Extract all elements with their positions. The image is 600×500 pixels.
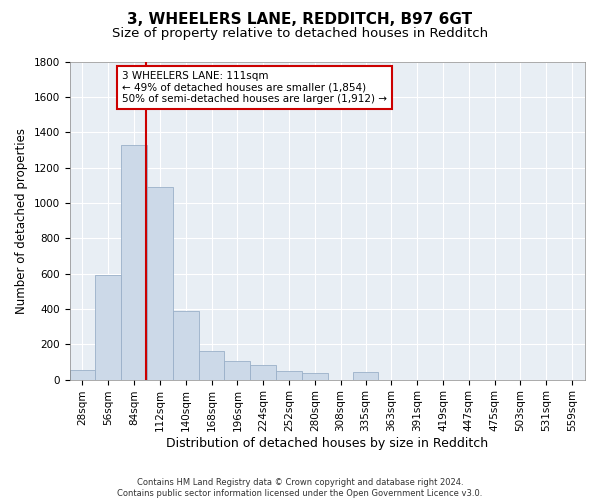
Y-axis label: Number of detached properties: Number of detached properties [15, 128, 28, 314]
X-axis label: Distribution of detached houses by size in Redditch: Distribution of detached houses by size … [166, 437, 488, 450]
Bar [276, 371, 302, 380]
Bar [353, 372, 379, 380]
Bar [250, 366, 276, 380]
Text: Contains HM Land Registry data © Crown copyright and database right 2024.
Contai: Contains HM Land Registry data © Crown c… [118, 478, 482, 498]
Bar [224, 361, 250, 380]
Bar [121, 144, 147, 380]
Bar [199, 352, 224, 380]
Bar [95, 276, 121, 380]
Bar [173, 310, 199, 380]
Bar [70, 370, 95, 380]
Text: Size of property relative to detached houses in Redditch: Size of property relative to detached ho… [112, 28, 488, 40]
Text: 3 WHEELERS LANE: 111sqm
← 49% of detached houses are smaller (1,854)
50% of semi: 3 WHEELERS LANE: 111sqm ← 49% of detache… [122, 71, 387, 104]
Bar [147, 187, 173, 380]
Bar [302, 374, 328, 380]
Text: 3, WHEELERS LANE, REDDITCH, B97 6GT: 3, WHEELERS LANE, REDDITCH, B97 6GT [127, 12, 473, 28]
